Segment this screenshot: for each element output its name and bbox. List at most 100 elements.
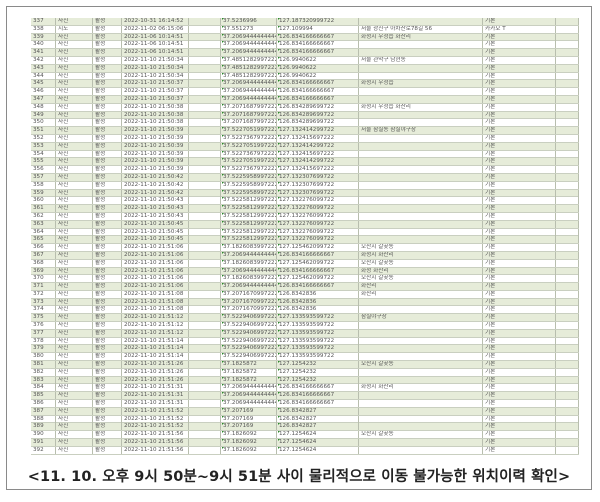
- longitude-cell[interactable]: 127.132415697222: [276, 134, 358, 142]
- empty-cell[interactable]: [555, 368, 579, 376]
- latitude-cell[interactable]: 37.5225958997222: [220, 181, 276, 189]
- latitude-cell[interactable]: 37.5225812997222: [220, 220, 276, 228]
- media-type-cell[interactable]: 사진: [55, 236, 92, 244]
- media-type-cell[interactable]: 사진: [55, 251, 92, 259]
- status-cell[interactable]: 활성: [92, 103, 121, 111]
- status-cell[interactable]: 활성: [92, 33, 121, 41]
- source-cell[interactable]: 기본: [482, 446, 555, 454]
- media-type-cell[interactable]: 사진: [55, 72, 92, 80]
- status-cell[interactable]: 활성: [92, 431, 121, 439]
- empty-cell[interactable]: [555, 205, 579, 213]
- empty-cell[interactable]: [188, 205, 220, 213]
- source-cell[interactable]: 기본: [482, 142, 555, 150]
- empty-cell[interactable]: [555, 306, 579, 314]
- row-number-cell[interactable]: 383: [33, 376, 44, 383]
- empty-cell[interactable]: [555, 41, 579, 49]
- empty-cell[interactable]: [555, 244, 579, 252]
- media-type-cell[interactable]: 사진: [55, 49, 92, 57]
- empty-cell[interactable]: [188, 56, 220, 64]
- status-cell[interactable]: 활성: [92, 142, 121, 150]
- source-cell[interactable]: 기본: [482, 306, 555, 314]
- source-cell[interactable]: 기본: [482, 400, 555, 408]
- source-cell[interactable]: 기본: [482, 197, 555, 205]
- status-cell[interactable]: 활성: [92, 439, 121, 447]
- status-cell[interactable]: 활성: [92, 41, 121, 49]
- source-cell[interactable]: 기본: [482, 205, 555, 213]
- latitude-cell[interactable]: 37.1825872: [220, 361, 276, 369]
- row-number-cell[interactable]: 392: [33, 446, 44, 453]
- empty-cell[interactable]: [188, 134, 220, 142]
- empty-cell[interactable]: [188, 290, 220, 298]
- address-cell[interactable]: [358, 111, 482, 119]
- longitude-cell[interactable]: 127.132276099722: [276, 197, 358, 205]
- source-cell[interactable]: 기본: [482, 72, 555, 80]
- source-cell[interactable]: 기본: [482, 392, 555, 400]
- row-number-cell[interactable]: 381: [33, 361, 44, 368]
- media-type-cell[interactable]: 사진: [55, 290, 92, 298]
- status-cell[interactable]: 활성: [92, 423, 121, 431]
- media-type-cell[interactable]: 사진: [55, 166, 92, 174]
- empty-cell[interactable]: [555, 95, 579, 103]
- media-type-cell[interactable]: 사진: [55, 189, 92, 197]
- empty-cell[interactable]: [555, 267, 579, 275]
- empty-cell[interactable]: [555, 423, 579, 431]
- longitude-cell[interactable]: 126.834166666667: [276, 80, 358, 88]
- source-cell[interactable]: 기본: [482, 368, 555, 376]
- latitude-cell[interactable]: 37.5229406997222: [220, 345, 276, 353]
- address-cell[interactable]: [358, 197, 482, 205]
- empty-cell[interactable]: [555, 275, 579, 283]
- source-cell[interactable]: 기본: [482, 56, 555, 64]
- status-cell[interactable]: 활성: [92, 244, 121, 252]
- address-cell[interactable]: [358, 95, 482, 103]
- latitude-cell[interactable]: 37.5225812997222: [220, 212, 276, 220]
- status-cell[interactable]: 활성: [92, 283, 121, 291]
- datetime-cell[interactable]: 2022-11-10 21:50:39: [121, 166, 188, 174]
- latitude-cell[interactable]: 37.1825872: [220, 376, 276, 384]
- empty-cell[interactable]: [555, 298, 579, 306]
- row-number-cell[interactable]: 366: [33, 244, 44, 251]
- empty-cell[interactable]: [188, 314, 220, 322]
- media-type-cell[interactable]: 사진: [55, 337, 92, 345]
- row-number-cell[interactable]: 352: [33, 134, 44, 141]
- longitude-cell[interactable]: 126.834166666667: [276, 95, 358, 103]
- datetime-cell[interactable]: 2022-11-10 21:50:37: [121, 88, 188, 96]
- longitude-cell[interactable]: 127.1254232: [276, 368, 358, 376]
- empty-cell[interactable]: [555, 88, 579, 96]
- row-number-cell[interactable]: 363: [33, 220, 44, 227]
- latitude-cell[interactable]: 37.2071687997222: [220, 111, 276, 119]
- status-cell[interactable]: 활성: [92, 298, 121, 306]
- row-number-cell[interactable]: 344: [33, 72, 44, 79]
- longitude-cell[interactable]: 126.8342836: [276, 306, 358, 314]
- latitude-cell[interactable]: 37.2071670997222: [220, 298, 276, 306]
- row-number-cell[interactable]: 379: [33, 345, 44, 352]
- row-number-cell[interactable]: 369: [33, 267, 44, 274]
- datetime-cell[interactable]: 2022-11-10 21:51:08: [121, 290, 188, 298]
- status-cell[interactable]: 활성: [92, 80, 121, 88]
- address-cell[interactable]: [358, 41, 482, 49]
- media-type-cell[interactable]: 사진: [55, 212, 92, 220]
- address-cell[interactable]: [358, 322, 482, 330]
- empty-cell[interactable]: [555, 33, 579, 41]
- status-cell[interactable]: 활성: [92, 166, 121, 174]
- empty-cell[interactable]: [555, 439, 579, 447]
- empty-cell[interactable]: [188, 119, 220, 127]
- status-cell[interactable]: 활성: [92, 134, 121, 142]
- source-cell[interactable]: 기본: [482, 353, 555, 361]
- empty-cell[interactable]: [188, 337, 220, 345]
- latitude-cell[interactable]: 37.5229406997222: [220, 353, 276, 361]
- latitude-cell[interactable]: 37.5225812997222: [220, 228, 276, 236]
- address-cell[interactable]: [358, 212, 482, 220]
- media-type-cell[interactable]: 사진: [55, 127, 92, 135]
- datetime-cell[interactable]: 2022-11-06 10:14:51: [121, 33, 188, 41]
- media-type-cell[interactable]: 사진: [55, 150, 92, 158]
- status-cell[interactable]: 활성: [92, 228, 121, 236]
- empty-cell[interactable]: [188, 392, 220, 400]
- source-cell[interactable]: 기본: [482, 283, 555, 291]
- datetime-cell[interactable]: 2022-11-10 21:50:39: [121, 150, 188, 158]
- latitude-cell[interactable]: 37.2069444444444: [220, 49, 276, 57]
- media-type-cell[interactable]: 사진: [55, 275, 92, 283]
- latitude-cell[interactable]: 37.5229406997222: [220, 322, 276, 330]
- empty-cell[interactable]: [188, 158, 220, 166]
- address-cell[interactable]: [358, 119, 482, 127]
- source-cell[interactable]: 기본: [482, 158, 555, 166]
